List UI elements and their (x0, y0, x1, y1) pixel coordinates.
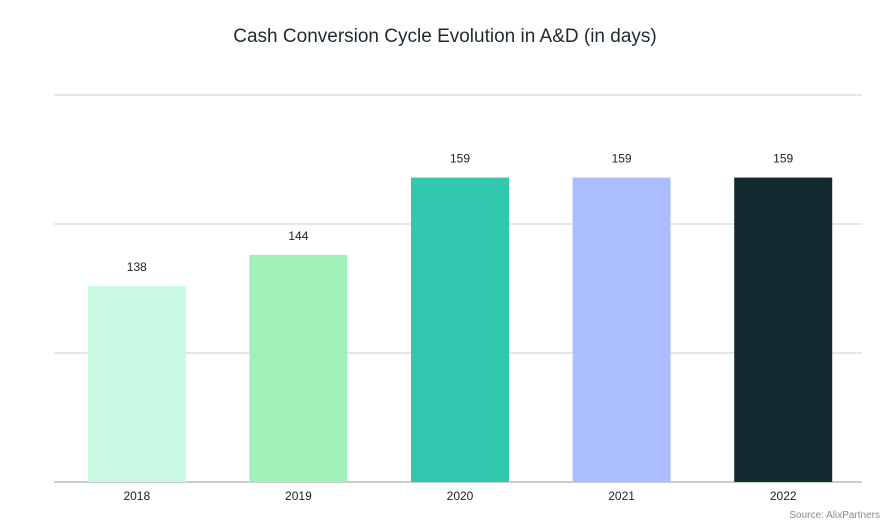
x-tick-label: 2019 (285, 489, 312, 503)
bar-2021 (572, 177, 671, 482)
data-label: 138 (127, 260, 147, 274)
bar-2020 (411, 177, 509, 482)
x-tick-label: 2020 (447, 489, 474, 503)
data-label: 144 (288, 229, 308, 243)
data-label: 159 (450, 152, 470, 166)
chart-title: Cash Conversion Cycle Evolution in A&D (… (233, 26, 657, 47)
x-tick-label: 2021 (608, 489, 635, 503)
x-tick-label: 2022 (770, 489, 797, 503)
bar-2022 (734, 177, 833, 482)
x-tick-label: 2018 (123, 489, 150, 503)
source-note: Source: AlixPartners (789, 510, 880, 521)
bar-2019 (249, 254, 348, 482)
bar-2018 (87, 285, 186, 482)
data-label: 159 (612, 152, 632, 166)
data-label: 159 (773, 152, 793, 166)
